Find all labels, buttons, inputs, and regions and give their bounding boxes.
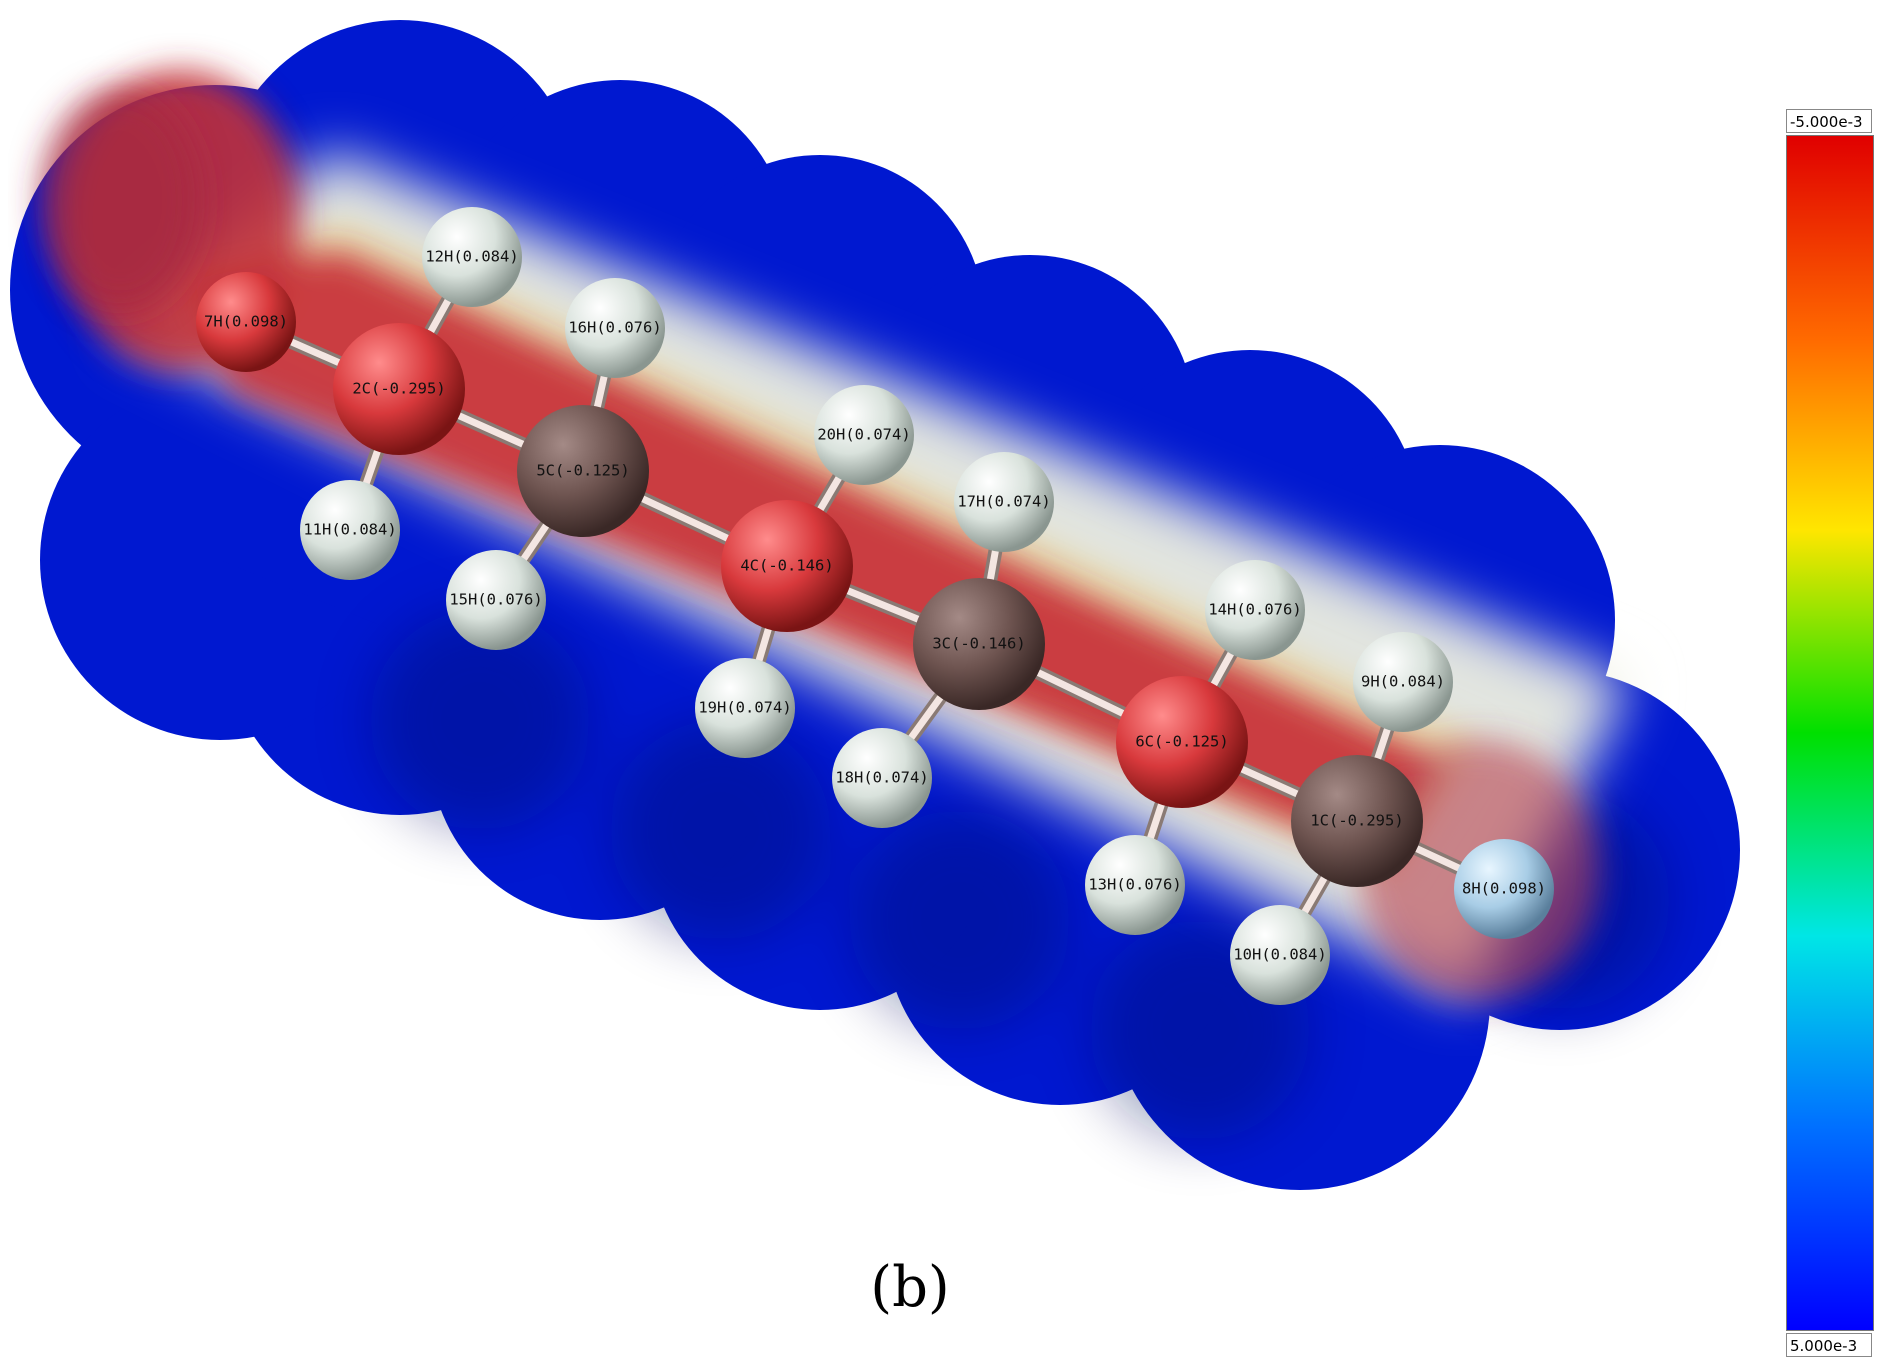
atom-sphere-4C [721,500,853,632]
atom-sphere-20H [814,385,914,485]
atoms-layer: 7H(0.098) 12H(0.084) 2C(-0.295) 11H(0.084) 1… [196,207,1554,1005]
atom-sphere-12H [422,207,522,307]
atom-sphere-5C [517,405,649,537]
atom-9H: 9H(0.084) [1353,632,1453,732]
atom-label-4C: 4C(-0.146) [740,557,833,575]
atom-label-18H: 18H(0.074) [835,769,928,787]
atom-6C: 6C(-0.125) [1116,676,1248,808]
color-scale-gradient [1786,135,1874,1331]
atom-sphere-17H [954,452,1054,552]
panel-label: (b) [870,1255,950,1320]
atom-label-10H: 10H(0.084) [1233,946,1326,964]
atom-label-11H: 11H(0.084) [303,521,396,539]
atom-label-1C: 1C(-0.295) [1310,812,1403,830]
atom-sphere-8H [1454,839,1554,939]
atom-label-9H: 9H(0.084) [1361,673,1445,691]
atom-sphere-11H [300,480,400,580]
atom-label-15H: 15H(0.076) [449,591,542,609]
atom-sphere-14H [1205,560,1305,660]
atom-sphere-6C [1116,676,1248,808]
atom-16H: 16H(0.076) [565,278,665,378]
atom-sphere-18H [832,728,932,828]
atom-label-20H: 20H(0.074) [817,426,910,444]
atom-label-5C: 5C(-0.125) [536,462,629,480]
atom-13H: 13H(0.076) [1085,835,1185,935]
atom-sphere-19H [695,658,795,758]
atom-20H: 20H(0.074) [814,385,914,485]
atom-label-19H: 19H(0.074) [698,699,791,717]
color-scale-legend: -5.000e-3 5.000e-3 [1786,109,1876,1357]
atom-label-14H: 14H(0.076) [1208,601,1301,619]
atom-8H: 8H(0.098) [1454,839,1554,939]
atom-3C: 3C(-0.146) [913,578,1045,710]
atom-10H: 10H(0.084) [1230,905,1330,1005]
atom-label-3C: 3C(-0.146) [932,635,1025,653]
atom-11H: 11H(0.084) [300,480,400,580]
atom-label-6C: 6C(-0.125) [1135,733,1228,751]
atom-sphere-16H [565,278,665,378]
atom-7H: 7H(0.098) [196,272,296,372]
atom-label-8H: 8H(0.098) [1462,880,1546,898]
atom-sphere-7H [196,272,296,372]
highlight-left-end [40,90,200,310]
atom-4C: 4C(-0.146) [721,500,853,632]
atom-5C: 5C(-0.125) [517,405,649,537]
atom-sphere-13H [1085,835,1185,935]
atom-1C: 1C(-0.295) [1291,755,1423,887]
atom-label-16H: 16H(0.076) [568,319,661,337]
atom-label-13H: 13H(0.076) [1088,876,1181,894]
atom-label-2C: 2C(-0.295) [352,380,445,398]
atom-14H: 14H(0.076) [1205,560,1305,660]
atom-sphere-2C [333,323,465,455]
atom-sphere-9H [1353,632,1453,732]
color-scale-bottom-label: 5.000e-3 [1786,1333,1872,1357]
atom-2C: 2C(-0.295) [333,323,465,455]
atom-label-12H: 12H(0.084) [425,248,518,266]
atom-18H: 18H(0.074) [832,728,932,828]
atom-label-7H: 7H(0.098) [204,313,288,331]
atom-sphere-10H [1230,905,1330,1005]
atom-sphere-3C [913,578,1045,710]
atom-17H: 17H(0.074) [954,452,1054,552]
atom-12H: 12H(0.084) [422,207,522,307]
atom-19H: 19H(0.074) [695,658,795,758]
atom-sphere-1C [1291,755,1423,887]
color-scale-top-label: -5.000e-3 [1786,109,1872,133]
atom-sphere-15H [446,550,546,650]
atom-label-17H: 17H(0.074) [957,493,1050,511]
atom-15H: 15H(0.076) [446,550,546,650]
